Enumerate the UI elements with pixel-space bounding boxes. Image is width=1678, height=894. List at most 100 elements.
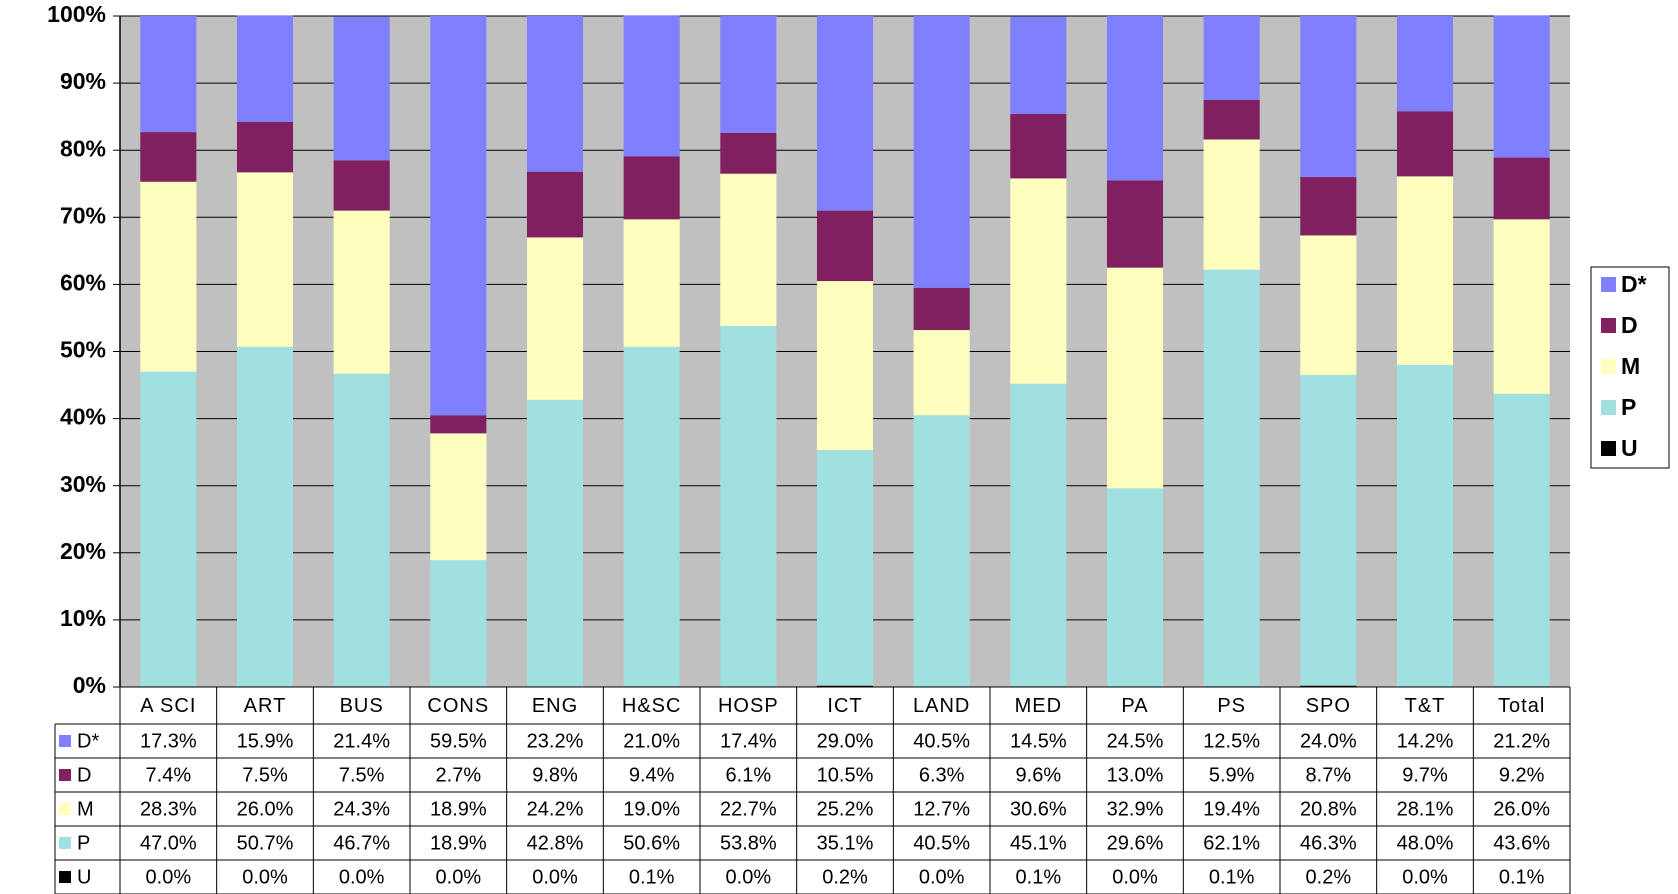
table-cell: 19.0% bbox=[623, 798, 680, 820]
table-cell: 26.0% bbox=[237, 798, 294, 820]
x-tick-label: LAND bbox=[913, 695, 970, 717]
table-cell: 22.7% bbox=[720, 798, 777, 820]
table-cell: 0.0% bbox=[339, 866, 385, 888]
x-tick-label: PA bbox=[1121, 695, 1148, 717]
y-tick-label: 90% bbox=[60, 68, 106, 94]
y-tick-label: 0% bbox=[73, 672, 106, 698]
table-cell: 9.8% bbox=[532, 764, 578, 786]
legend-label: D bbox=[1621, 312, 1638, 338]
x-tick-label: T&T bbox=[1405, 695, 1446, 717]
x-tick-label: H&SC bbox=[622, 695, 682, 717]
bar-segment bbox=[1010, 113, 1067, 179]
table-row-label: D* bbox=[77, 730, 99, 752]
y-tick-label: 30% bbox=[60, 471, 106, 497]
bar-segment bbox=[1010, 16, 1067, 114]
table-legend-key bbox=[59, 803, 71, 815]
legend-key bbox=[1601, 318, 1616, 333]
table-cell: 42.8% bbox=[527, 832, 584, 854]
table-cell: 18.9% bbox=[430, 832, 487, 854]
bar-segment bbox=[140, 16, 197, 133]
bar-segment bbox=[623, 346, 680, 687]
bar-segment bbox=[1300, 685, 1357, 687]
table-cell: 0.2% bbox=[1306, 866, 1352, 888]
table-cell: 7.4% bbox=[146, 764, 192, 786]
table-cell: 25.2% bbox=[817, 798, 874, 820]
legend-key bbox=[1601, 277, 1616, 292]
table-legend-key bbox=[59, 837, 71, 849]
table-cell: 17.4% bbox=[720, 730, 777, 752]
table-cell: 0.1% bbox=[1016, 866, 1062, 888]
y-tick-label: 80% bbox=[60, 135, 106, 161]
bar-segment bbox=[720, 132, 777, 174]
x-tick-label: MED bbox=[1015, 695, 1062, 717]
bar-segment bbox=[526, 171, 584, 238]
bar-segment bbox=[623, 156, 680, 220]
table-cell: 48.0% bbox=[1397, 832, 1454, 854]
bar-segment bbox=[1493, 393, 1550, 687]
bar-segment bbox=[430, 433, 487, 561]
legend-key bbox=[1601, 359, 1616, 374]
table-cell: 0.0% bbox=[1112, 866, 1158, 888]
bar-segment bbox=[1300, 177, 1357, 236]
table-cell: 43.6% bbox=[1493, 832, 1550, 854]
legend-key bbox=[1601, 400, 1616, 415]
table-legend-key bbox=[59, 871, 71, 883]
table-cell: 6.1% bbox=[726, 764, 772, 786]
table-cell: 9.2% bbox=[1499, 764, 1545, 786]
bar-segment bbox=[913, 287, 970, 331]
table-cell: 12.5% bbox=[1203, 730, 1260, 752]
table-cell: 5.9% bbox=[1209, 764, 1255, 786]
bar-segment bbox=[1203, 99, 1260, 140]
table-cell: 29.0% bbox=[817, 730, 874, 752]
table-cell: 0.0% bbox=[726, 866, 772, 888]
y-tick-label: 10% bbox=[60, 605, 106, 631]
table-cell: 0.0% bbox=[532, 866, 578, 888]
bar-segment bbox=[1300, 235, 1357, 375]
bar-segment bbox=[1106, 488, 1164, 687]
table-cell: 0.1% bbox=[1209, 866, 1255, 888]
table-cell: 19.4% bbox=[1203, 798, 1260, 820]
bar-segment bbox=[1493, 157, 1550, 220]
table-cell: 46.7% bbox=[333, 832, 390, 854]
bar-segment bbox=[816, 281, 874, 451]
bar-segment bbox=[1396, 111, 1454, 177]
table-row-label: M bbox=[77, 798, 94, 820]
bar-segment bbox=[526, 237, 584, 400]
bar-segment bbox=[1010, 383, 1067, 687]
table-cell: 30.6% bbox=[1010, 798, 1067, 820]
bar-segment bbox=[913, 16, 970, 288]
x-tick-label: A SCI bbox=[140, 695, 196, 717]
bar-segment bbox=[526, 16, 584, 172]
table-cell: 12.7% bbox=[913, 798, 970, 820]
bar-segment bbox=[623, 219, 680, 347]
y-tick-label: 40% bbox=[60, 404, 106, 430]
legend-key bbox=[1601, 441, 1616, 456]
bar-segment bbox=[236, 346, 294, 687]
y-tick-label: 60% bbox=[60, 269, 106, 295]
bar-segment bbox=[333, 373, 390, 687]
table-row-label: U bbox=[77, 866, 91, 888]
y-tick-label: 70% bbox=[60, 202, 106, 228]
table-cell: 7.5% bbox=[242, 764, 288, 786]
y-tick-label: 50% bbox=[60, 337, 106, 363]
bar-segment bbox=[333, 210, 390, 374]
table-cell: 21.0% bbox=[623, 730, 680, 752]
table-cell: 10.5% bbox=[817, 764, 874, 786]
bar-segment bbox=[1203, 269, 1260, 687]
legend-label: P bbox=[1621, 394, 1636, 420]
bar-segment bbox=[333, 160, 390, 211]
bar-segment bbox=[1300, 374, 1357, 686]
bar-segment bbox=[1203, 16, 1260, 100]
bar-segment bbox=[720, 173, 777, 327]
table-cell: 13.0% bbox=[1107, 764, 1164, 786]
table-cell: 26.0% bbox=[1493, 798, 1550, 820]
table-cell: 0.0% bbox=[1402, 866, 1448, 888]
table-cell: 20.8% bbox=[1300, 798, 1357, 820]
bar-segment bbox=[140, 132, 197, 182]
table-cell: 45.1% bbox=[1010, 832, 1067, 854]
bar-segment bbox=[720, 326, 777, 687]
table-cell: 40.5% bbox=[913, 832, 970, 854]
table-cell: 7.5% bbox=[339, 764, 385, 786]
bar-segment bbox=[1106, 267, 1164, 489]
